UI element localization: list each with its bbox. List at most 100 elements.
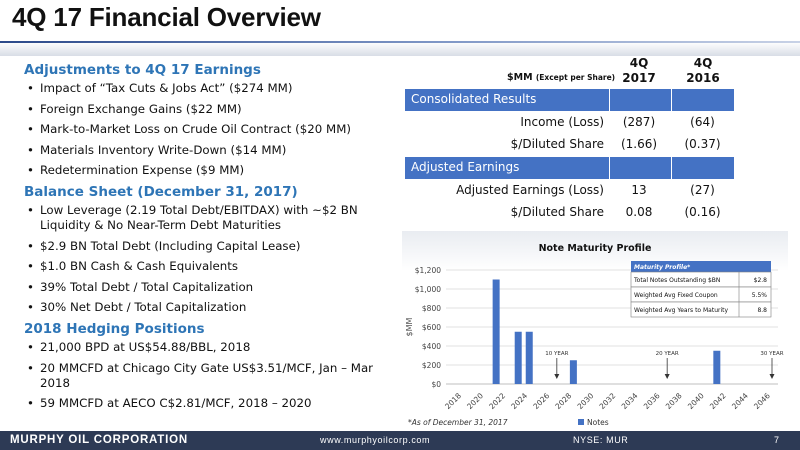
list-item: Materials Inventory Write-Down ($14 MM) <box>24 143 399 158</box>
inset-row-value: 8.8 <box>757 307 767 314</box>
row-label: Income (Loss) <box>520 115 604 129</box>
bar <box>492 279 500 384</box>
x-tick-label: 2018 <box>443 391 463 411</box>
list-item: 39% Total Debt / Total Capitalization <box>24 280 399 295</box>
inset-row-label: Total Notes Outstanding $BN <box>633 277 720 284</box>
x-tick-label: 2030 <box>576 391 596 411</box>
y-axis-label: $MM <box>405 317 414 336</box>
list-item: $2.9 BN Total Debt (Including Capital Le… <box>24 239 399 254</box>
table-header: $MM (Except per Share) 4Q 2017 4Q 2016 <box>405 56 734 88</box>
adjustments-list: Impact of “Tax Cuts & Jobs Act” ($274 MM… <box>24 81 399 178</box>
marker-arrowhead <box>664 374 670 379</box>
inset-row <box>630 301 772 318</box>
y-tick-label: $1,200 <box>415 266 441 275</box>
list-item: Low Leverage (2.19 Total Debt/EBITDAX) w… <box>24 203 399 233</box>
column-header-2016: 4Q 2016 <box>686 56 720 85</box>
left-column: Adjustments to 4Q 17 Earnings Impact of … <box>24 62 399 417</box>
chart-footnote: *As of December 31, 2017 <box>408 418 508 427</box>
list-item: $1.0 BN Cash & Cash Equivalents <box>24 259 399 274</box>
row-label: $/Diluted Share <box>510 137 604 151</box>
list-item: Impact of “Tax Cuts & Jobs Act” ($274 MM… <box>24 81 399 96</box>
x-tick-label: 2032 <box>598 391 618 411</box>
earnings-table: $MM (Except per Share) 4Q 2017 4Q 2016 Con… <box>405 56 734 224</box>
hedging-list: 21,000 BPD at US$54.88/BBL, 2018 20 MMCF… <box>24 340 399 411</box>
cell-value: (64) <box>690 115 715 129</box>
marker-label: 20 YEAR <box>656 351 679 357</box>
table-row: $/Diluted Share (1.66) (0.37) <box>405 134 734 156</box>
x-tick-label: 2036 <box>642 391 662 411</box>
marker-label: 10 YEAR <box>545 351 568 357</box>
table-row: $/Diluted Share 0.08 (0.16) <box>405 202 734 224</box>
x-tick-label: 2024 <box>509 391 529 411</box>
unit-note: (Except per Share) <box>535 73 616 82</box>
inset-header <box>631 261 771 272</box>
cell-value: (0.37) <box>684 137 721 151</box>
y-tick-label: $600 <box>422 323 441 332</box>
x-tick-label: 2020 <box>465 391 485 411</box>
section-band-consolidated: Consolidated Results <box>405 89 734 111</box>
column-header-2017: 4Q 2017 <box>622 56 656 85</box>
header-rule <box>0 41 800 43</box>
x-tick-label: 2038 <box>664 391 684 411</box>
cell-value: (0.16) <box>684 205 721 219</box>
x-tick-label: 2044 <box>730 391 750 411</box>
balance-sheet-list: Low Leverage (2.19 Total Debt/EBITDAX) w… <box>24 203 399 315</box>
list-item: 30% Net Debt / Total Capitalization <box>24 300 399 315</box>
legend-swatch <box>578 419 584 425</box>
list-item: 59 MMCFD at AECO C$2.81/MCF, 2018 – 2020 <box>24 396 399 411</box>
cell-value: 13 <box>631 183 647 197</box>
slide-title: 4Q 17 Financial Overview <box>12 2 321 32</box>
bar <box>569 360 577 384</box>
ticker-label: NYSE: MUR <box>573 435 629 445</box>
page-number: 7 <box>774 435 780 445</box>
marker-label: 30 YEAR <box>760 351 783 357</box>
band-label: Adjusted Earnings <box>411 160 520 174</box>
cell-value: (1.66) <box>620 137 658 151</box>
y-tick-label: $400 <box>422 342 441 351</box>
x-tick-label: 2034 <box>620 391 640 411</box>
y-tick-label: $0 <box>431 380 441 389</box>
cell-value: 0.08 <box>625 205 653 219</box>
list-item: 21,000 BPD at US$54.88/BBL, 2018 <box>24 340 399 355</box>
inset-row-label: Weighted Avg Years to Maturity <box>634 307 728 314</box>
bar <box>525 331 533 384</box>
website-link[interactable]: www.murphyoilcorp.com <box>320 435 431 445</box>
chart-title: Note Maturity Profile <box>539 243 652 254</box>
section-heading-balance-sheet: Balance Sheet (December 31, 2017) <box>24 184 298 200</box>
cell-value: (27) <box>690 183 715 197</box>
x-tick-label: 2040 <box>686 391 706 411</box>
row-label: Adjusted Earnings (Loss) <box>456 183 604 197</box>
y-tick-label: $200 <box>422 361 441 370</box>
x-tick-label: 2046 <box>752 391 772 411</box>
list-item: Mark-to-Market Loss on Crude Oil Contrac… <box>24 122 399 137</box>
list-item: 20 MMCFD at Chicago City Gate US$3.51/MC… <box>24 361 399 391</box>
y-tick-label: $800 <box>422 304 441 313</box>
inset-title: Maturity Profile* <box>634 264 691 271</box>
chart-canvas: Note Maturity Profile $0 $200 $400 $600 $800 $… <box>405 243 784 427</box>
list-item: Redetermination Expense ($9 MM) <box>24 163 399 178</box>
bar <box>713 350 721 384</box>
list-item: Foreign Exchange Gains ($22 MM) <box>24 102 399 117</box>
cell-value: (287) <box>622 115 656 129</box>
band-label: Consolidated Results <box>411 92 537 106</box>
note-maturity-chart: Note Maturity Profile $0 $200 $400 $600 $800 $… <box>402 231 788 430</box>
x-tick-label: 2042 <box>708 391 728 411</box>
inset-row-value: $2.8 <box>754 277 768 284</box>
inset-row-label: Weighted Avg Fixed Coupon <box>634 292 718 299</box>
x-tick-label: 2022 <box>487 391 507 411</box>
unit-label: $MM (Except per Share) <box>507 72 616 83</box>
section-band-adjusted: Adjusted Earnings <box>405 157 734 179</box>
header-band <box>0 42 800 56</box>
row-label: $/Diluted Share <box>510 205 604 219</box>
table-row: Income (Loss) (287) (64) <box>405 112 734 134</box>
x-tick-label: 2028 <box>553 391 573 411</box>
company-name: MURPHY OIL CORPORATION <box>10 434 188 446</box>
y-tick-label: $1,000 <box>415 285 441 294</box>
section-heading-adjustments: Adjustments to 4Q 17 Earnings <box>24 62 261 78</box>
marker-arrowhead <box>554 374 560 379</box>
footer-bar: MURPHY OIL CORPORATION www.murphyoilcorp… <box>0 431 800 450</box>
bar <box>514 331 522 384</box>
legend-label: Notes <box>587 418 609 427</box>
table-row: Adjusted Earnings (Loss) 13 (27) <box>405 180 734 202</box>
x-tick-label: 2026 <box>531 391 551 411</box>
